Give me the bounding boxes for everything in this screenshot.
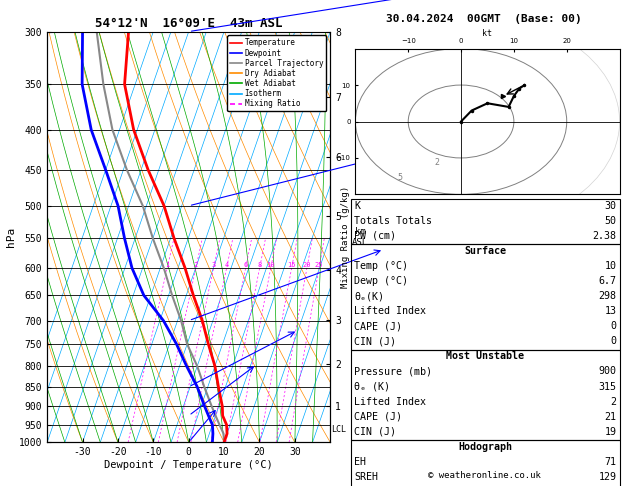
Y-axis label: km
ASL: km ASL (352, 227, 369, 246)
Text: 0: 0 (610, 321, 616, 331)
Text: 10: 10 (267, 262, 275, 268)
Title: 54°12'N  16°09'E  43m ASL: 54°12'N 16°09'E 43m ASL (95, 17, 282, 31)
Text: 0: 0 (610, 336, 616, 347)
Text: EH: EH (354, 457, 366, 467)
Text: 3: 3 (211, 262, 216, 268)
Text: 1: 1 (165, 262, 169, 268)
Text: Temp (°C): Temp (°C) (354, 261, 408, 271)
Text: θₑ (K): θₑ (K) (354, 382, 390, 392)
Text: 13: 13 (604, 306, 616, 316)
Text: CAPE (J): CAPE (J) (354, 412, 402, 422)
Text: Lifted Index: Lifted Index (354, 306, 426, 316)
Text: 900: 900 (598, 366, 616, 377)
Text: 2: 2 (610, 397, 616, 407)
Text: CAPE (J): CAPE (J) (354, 321, 402, 331)
Text: Hodograph: Hodograph (459, 442, 512, 452)
Text: SREH: SREH (354, 472, 378, 482)
Legend: Temperature, Dewpoint, Parcel Trajectory, Dry Adiabat, Wet Adiabat, Isotherm, Mi: Temperature, Dewpoint, Parcel Trajectory… (227, 35, 326, 111)
Text: 19: 19 (604, 427, 616, 437)
Text: 30: 30 (604, 201, 616, 211)
Text: 8: 8 (257, 262, 262, 268)
Text: © weatheronline.co.uk: © weatheronline.co.uk (428, 471, 541, 480)
Text: Totals Totals: Totals Totals (354, 216, 432, 226)
Text: 129: 129 (598, 472, 616, 482)
Text: LCL: LCL (331, 425, 346, 434)
Text: Most Unstable: Most Unstable (446, 351, 525, 362)
Text: 30.04.2024  00GMT  (Base: 00): 30.04.2024 00GMT (Base: 00) (386, 14, 582, 24)
X-axis label: kt: kt (482, 29, 493, 38)
Text: 5: 5 (398, 173, 403, 182)
Text: 25: 25 (314, 262, 323, 268)
Text: 50: 50 (604, 216, 616, 226)
Text: 298: 298 (598, 291, 616, 301)
Text: 315: 315 (598, 382, 616, 392)
Text: 20: 20 (303, 262, 311, 268)
Text: θₑ(K): θₑ(K) (354, 291, 384, 301)
Text: 6: 6 (243, 262, 248, 268)
Text: 15: 15 (287, 262, 296, 268)
Text: 71: 71 (604, 457, 616, 467)
Y-axis label: hPa: hPa (6, 227, 16, 247)
Text: K: K (354, 201, 360, 211)
Text: Mixing Ratio (g/kg): Mixing Ratio (g/kg) (342, 186, 350, 288)
X-axis label: Dewpoint / Temperature (°C): Dewpoint / Temperature (°C) (104, 460, 273, 470)
Text: 6.7: 6.7 (598, 276, 616, 286)
Text: Pressure (mb): Pressure (mb) (354, 366, 432, 377)
Text: Surface: Surface (464, 246, 506, 256)
Text: Lifted Index: Lifted Index (354, 397, 426, 407)
Text: CIN (J): CIN (J) (354, 427, 396, 437)
Text: 10: 10 (604, 261, 616, 271)
Text: PW (cm): PW (cm) (354, 231, 396, 241)
Text: 2.38: 2.38 (593, 231, 616, 241)
Text: 2: 2 (435, 158, 440, 167)
Text: 4: 4 (225, 262, 229, 268)
Text: 2: 2 (194, 262, 198, 268)
Text: 21: 21 (604, 412, 616, 422)
Text: CIN (J): CIN (J) (354, 336, 396, 347)
Text: Dewp (°C): Dewp (°C) (354, 276, 408, 286)
